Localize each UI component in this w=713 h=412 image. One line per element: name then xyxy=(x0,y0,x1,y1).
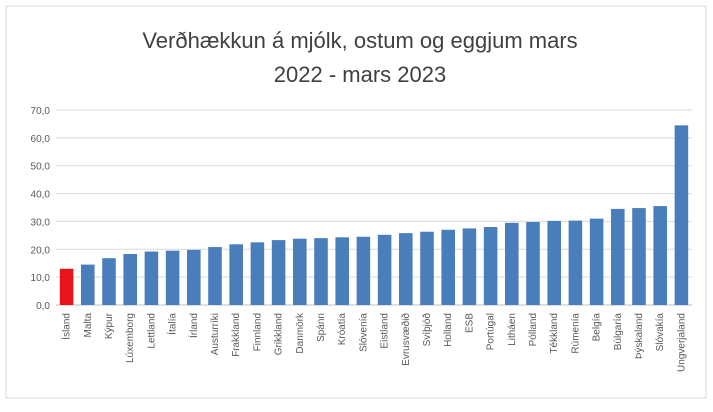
bar xyxy=(674,125,689,305)
bar xyxy=(399,233,413,305)
x-tick-label: Pólland xyxy=(528,313,539,346)
bar xyxy=(505,222,519,305)
x-tick-label: Belgía xyxy=(592,313,603,342)
bar xyxy=(589,218,604,305)
bar xyxy=(314,238,328,305)
x-tick-label: Svíþjóð xyxy=(421,313,433,347)
bar xyxy=(293,238,307,305)
bar xyxy=(81,264,95,305)
x-tick-label: Spánn xyxy=(316,313,327,342)
x-tick-label: Lúxemborg xyxy=(125,313,136,363)
bar xyxy=(335,237,349,305)
bar xyxy=(356,236,371,305)
bar xyxy=(208,247,222,305)
chart-title: Verðhækkun á mjólk, ostum og eggjum mars xyxy=(142,28,577,53)
x-tick-label: Slóvenía xyxy=(358,313,369,352)
x-tick-label: Ungverjaland xyxy=(676,313,687,372)
x-tick-label: Evrusvæðið xyxy=(400,313,412,366)
bar xyxy=(59,268,74,305)
x-tick-label: Danmörk xyxy=(295,312,306,354)
bar xyxy=(102,258,116,305)
x-tick-label: Eistland xyxy=(380,313,391,349)
y-tick-label: 40,0 xyxy=(31,190,51,201)
x-tick-label: Tékkland xyxy=(549,313,560,354)
bar xyxy=(187,249,201,305)
y-tick-label: 30,0 xyxy=(31,217,51,228)
x-tick-label: Írland xyxy=(187,313,200,338)
y-tick-label: 70,0 xyxy=(31,106,51,117)
y-tick-label: 50,0 xyxy=(31,162,51,173)
bar xyxy=(165,250,180,305)
x-tick-label: Litháen xyxy=(507,313,518,346)
bar xyxy=(420,231,434,305)
x-tick-label: Austurríki xyxy=(210,313,221,355)
x-tick-label: Malta xyxy=(83,313,94,338)
bar xyxy=(462,228,477,305)
x-tick-label: Finnland xyxy=(252,313,263,351)
bar xyxy=(632,208,646,305)
x-tick-label: Króatía xyxy=(337,313,348,346)
bar xyxy=(271,240,286,305)
x-tick-label: Rúmenía xyxy=(570,313,581,354)
y-tick-label: 20,0 xyxy=(31,245,51,256)
x-tick-label: Ísland xyxy=(60,313,73,340)
chart-frame xyxy=(5,5,707,399)
bar xyxy=(377,234,392,305)
bar xyxy=(144,251,159,305)
x-tick-label: Slóvakía xyxy=(655,313,666,352)
x-tick-label: Holland xyxy=(443,313,454,347)
x-tick-label: ESB xyxy=(464,313,475,333)
bar xyxy=(653,206,667,305)
x-tick-label: Búlgaría xyxy=(613,313,624,351)
x-tick-label: Kýpur xyxy=(104,312,115,339)
y-tick-label: 0,0 xyxy=(36,301,50,312)
x-tick-label: Grikkland xyxy=(274,313,285,355)
x-tick-label: Frakkland xyxy=(231,313,242,357)
bar xyxy=(547,220,561,305)
x-tick-label: Þýskaland xyxy=(634,313,645,359)
bar xyxy=(123,254,137,305)
x-tick-label: Ítalía xyxy=(166,313,179,335)
y-tick-label: 10,0 xyxy=(31,273,51,284)
bar xyxy=(441,229,455,305)
x-tick-label: Lettland xyxy=(146,313,157,349)
y-tick-label: 60,0 xyxy=(31,134,51,145)
bar xyxy=(568,220,583,305)
bar xyxy=(526,221,540,305)
bar xyxy=(483,227,498,305)
chart-title: 2022 - mars 2023 xyxy=(274,62,446,87)
bar xyxy=(250,242,265,305)
bar xyxy=(229,244,243,305)
bar xyxy=(611,208,625,305)
x-tick-label: Portúgal xyxy=(486,313,497,350)
